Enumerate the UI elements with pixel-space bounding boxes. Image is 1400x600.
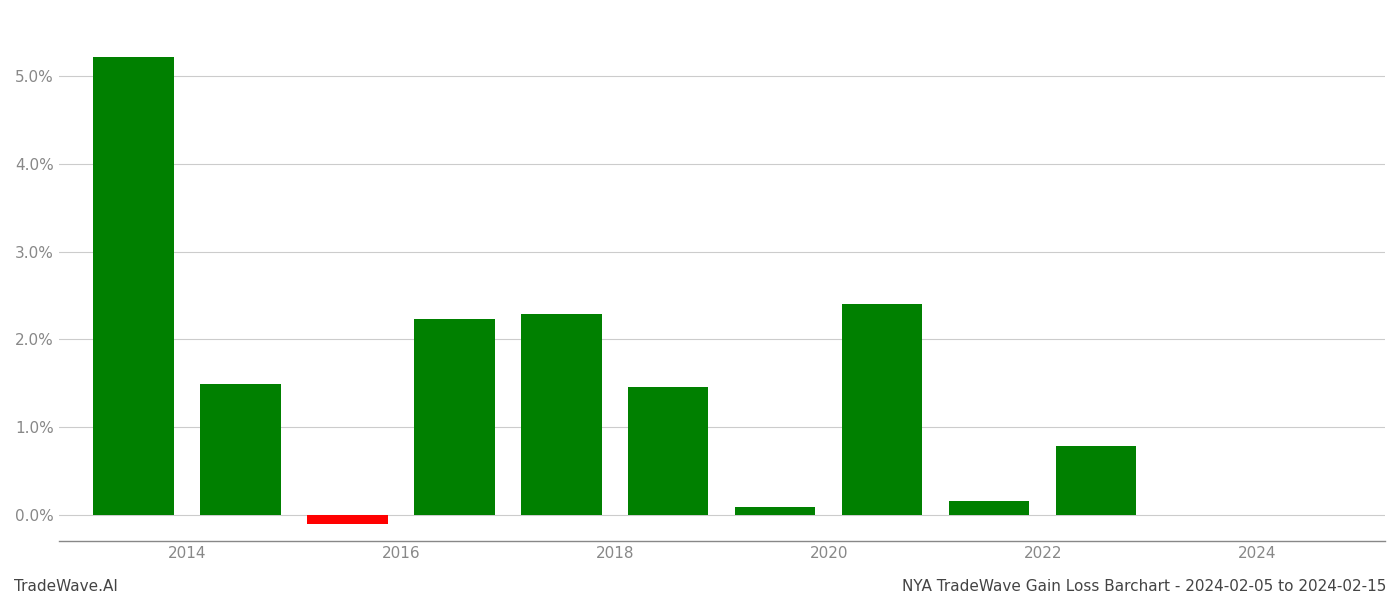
Bar: [414, 319, 494, 515]
Bar: [1056, 446, 1137, 515]
Text: TradeWave.AI: TradeWave.AI: [14, 579, 118, 594]
Bar: [949, 501, 1029, 515]
Bar: [735, 507, 815, 515]
Bar: [629, 387, 708, 515]
Bar: [308, 515, 388, 524]
Text: NYA TradeWave Gain Loss Barchart - 2024-02-05 to 2024-02-15: NYA TradeWave Gain Loss Barchart - 2024-…: [902, 579, 1386, 594]
Bar: [521, 314, 602, 515]
Bar: [843, 304, 923, 515]
Bar: [200, 384, 280, 515]
Bar: [94, 57, 174, 515]
